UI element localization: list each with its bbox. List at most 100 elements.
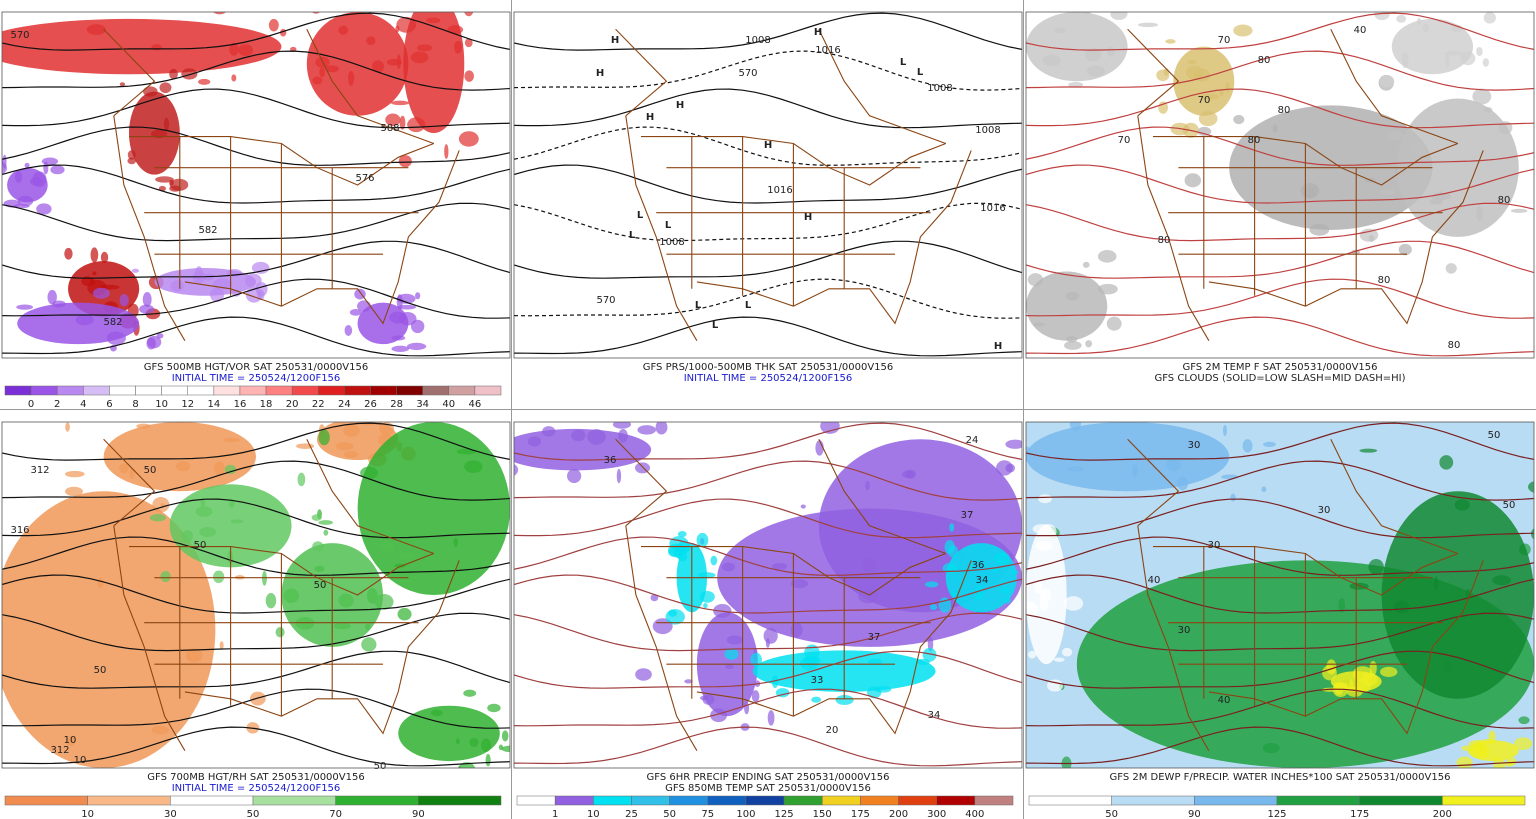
shaded-speck	[1197, 126, 1212, 136]
shaded-speck	[338, 593, 354, 608]
legend-label: 50	[663, 809, 676, 819]
legend-swatch	[474, 385, 502, 396]
legend-swatch	[554, 795, 594, 806]
shaded-speck	[1368, 559, 1384, 575]
shaded-speck	[750, 652, 762, 667]
shaded-speck	[169, 178, 189, 191]
shaded-speck	[199, 526, 217, 537]
shaded-speck	[1027, 650, 1037, 659]
shaded-speck	[343, 450, 359, 459]
map-label: 34	[976, 575, 989, 586]
shaded-speck	[1085, 340, 1093, 348]
legend-label: 50	[1105, 809, 1118, 819]
legend-label: 100	[736, 809, 755, 819]
map-label: 316	[10, 525, 29, 536]
shaded-speck	[587, 429, 606, 445]
shaded-speck	[464, 70, 474, 82]
shaded-speck	[1454, 499, 1470, 511]
shaded-speck	[1468, 740, 1487, 749]
legend-swatch	[1111, 795, 1195, 806]
shaded-speck	[1416, 18, 1422, 25]
shaded-speck	[1263, 441, 1276, 447]
shaded-area	[514, 428, 652, 471]
shaded-speck	[790, 579, 808, 589]
shaded-speck	[295, 617, 315, 630]
shaded-speck	[64, 247, 73, 260]
shaded-speck	[415, 292, 421, 300]
caption-title: GFS 6HR PRECIP ENDING SAT 250531/0000V15…	[647, 772, 890, 783]
contour	[514, 650, 1022, 689]
shaded-speck	[811, 696, 822, 703]
shaded-speck	[257, 289, 265, 301]
shaded-speck	[447, 25, 464, 35]
legend-swatch	[593, 795, 632, 806]
shaded-speck	[325, 65, 339, 73]
shaded-speck	[1398, 243, 1412, 256]
map-label: 576	[355, 173, 374, 184]
shaded-speck	[650, 594, 659, 602]
shaded-speck	[47, 289, 57, 305]
shaded-speck	[139, 304, 155, 314]
shaded-speck	[398, 553, 416, 560]
legend-swatch	[335, 795, 419, 806]
border	[818, 439, 946, 555]
shaded-speck	[991, 567, 999, 573]
shaded-speck	[469, 737, 479, 748]
shaded-speck	[1106, 316, 1122, 331]
border	[696, 150, 972, 325]
map-label: 570	[738, 68, 757, 79]
shaded-speck	[458, 131, 479, 147]
shaded-speck	[1034, 580, 1043, 594]
map-label: 588	[380, 123, 399, 134]
map	[1026, 422, 1534, 768]
contour	[1026, 50, 1534, 91]
legend-label: 200	[889, 809, 908, 819]
shaded-speck	[336, 442, 354, 451]
shaded-speck	[1380, 666, 1398, 677]
shaded-speck	[16, 304, 34, 310]
map-label: L	[637, 210, 644, 221]
map-label: 1008	[927, 83, 952, 94]
legend-swatch	[1442, 795, 1526, 806]
contour	[2, 612, 510, 652]
shaded-speck	[1326, 659, 1337, 675]
shaded-speck	[229, 42, 239, 56]
map-label: 50	[1503, 500, 1516, 511]
shaded-speck	[92, 287, 110, 299]
shaded-speck	[1063, 596, 1084, 611]
legend-swatch	[83, 385, 110, 396]
legend-label: 34	[416, 399, 429, 410]
shaded-speck	[1362, 672, 1378, 686]
shaded-speck	[360, 466, 379, 480]
shaded-speck	[1035, 540, 1053, 551]
shaded-speck	[922, 647, 937, 662]
shaded-speck	[767, 710, 775, 726]
contour	[2, 498, 510, 539]
shaded-speck	[514, 463, 519, 476]
shaded-speck	[874, 685, 892, 693]
shaded-speck	[213, 570, 225, 584]
map-label: 80	[1258, 55, 1271, 66]
shaded-speck	[198, 78, 211, 85]
shaded-speck	[1484, 107, 1493, 113]
map-label: 40	[1218, 695, 1231, 706]
map-label: 10	[64, 735, 77, 746]
shaded-speck	[64, 486, 83, 497]
contour	[2, 126, 510, 166]
shaded-area	[2, 491, 216, 768]
map-label: 37	[961, 510, 974, 521]
shaded-speck	[170, 280, 184, 292]
shaded-speck	[1067, 466, 1084, 472]
shaded-speck	[261, 570, 267, 586]
caption-title: GFS 500MB HGT/VOR SAT 250531/0000V156	[144, 362, 368, 373]
contour	[2, 422, 510, 461]
legend-label: 10	[155, 399, 168, 410]
shaded-speck	[338, 25, 349, 35]
map-label: 582	[103, 317, 122, 328]
map-label: 40	[1354, 25, 1367, 36]
border	[306, 29, 434, 145]
contour	[514, 50, 1022, 91]
legend-label: 1	[552, 809, 558, 819]
legend-label: 40	[442, 399, 455, 410]
shaded-speck	[396, 294, 403, 310]
